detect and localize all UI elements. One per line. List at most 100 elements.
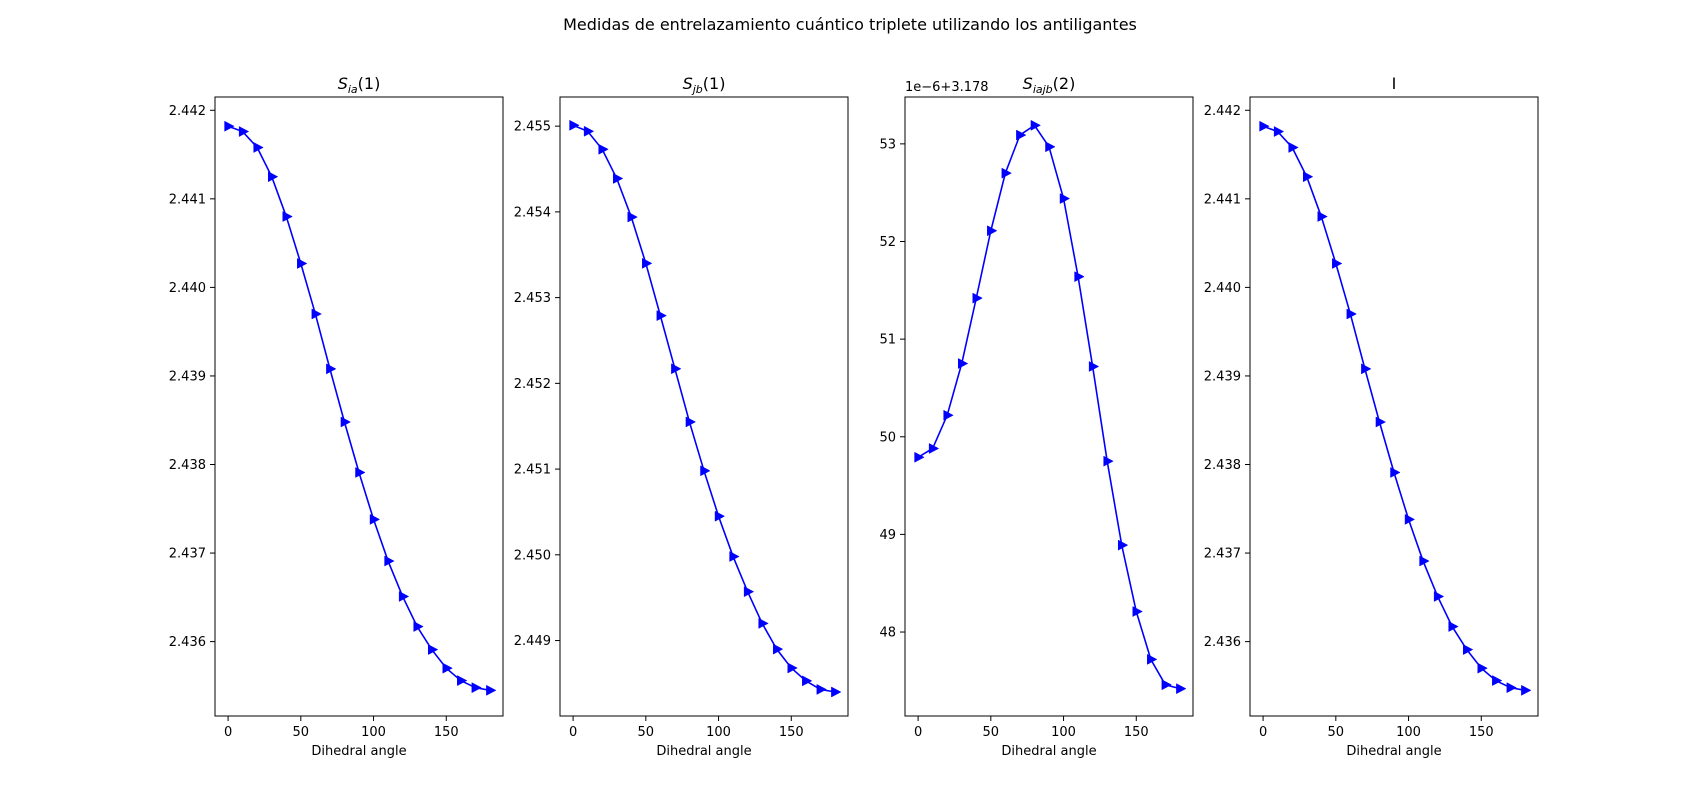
y-tick-label: 2.441 xyxy=(169,192,206,207)
y-tick-label: 2.442 xyxy=(1204,104,1241,119)
data-point-marker xyxy=(802,675,813,687)
x-tick-label: 50 xyxy=(293,725,310,740)
data-point-marker xyxy=(369,513,381,525)
data-point-marker xyxy=(1288,142,1299,153)
y-tick-label: 2.436 xyxy=(1204,635,1241,650)
y-tick-label: 2.453 xyxy=(514,291,551,306)
data-point-marker xyxy=(1001,167,1012,179)
data-point-marker xyxy=(282,211,293,222)
data-point-marker xyxy=(1390,467,1401,478)
series-line xyxy=(572,124,836,693)
data-point-marker xyxy=(457,675,468,686)
data-point-marker xyxy=(355,467,366,478)
data-point-marker xyxy=(486,684,497,696)
data-point-marker xyxy=(1259,120,1270,132)
subplot-4: 0 50 100 150 2.436 2.437 2.438 2.439 2.440 2.441 2… xyxy=(1204,74,1539,759)
subplot-2: 0 50 100 150 2.449 2.450 2.451 2.452 2.453 2.454 2… xyxy=(514,74,849,759)
y-tick-label: 49 xyxy=(879,528,896,543)
y-tick-label: 51 xyxy=(879,333,896,348)
data-point-marker xyxy=(1103,455,1114,467)
x-axis-label: Dihedral angle xyxy=(1346,744,1441,759)
axes-frame xyxy=(559,96,849,717)
x-tick-label: 0 xyxy=(569,725,577,740)
title-suffix: (2) xyxy=(1053,74,1076,93)
x-tick-label: 100 xyxy=(706,725,731,740)
data-point-marker xyxy=(1147,653,1158,665)
x-tick-label: 0 xyxy=(224,725,232,740)
y-tick-label: 2.442 xyxy=(169,104,206,119)
title-suffix: (1) xyxy=(358,74,381,93)
data-point-marker xyxy=(1317,211,1328,222)
data-point-marker xyxy=(1074,271,1085,283)
data-point-marker xyxy=(1419,555,1430,567)
data-point-marker xyxy=(1016,129,1027,141)
y-tick-label: 2.437 xyxy=(169,547,206,562)
data-point-marker xyxy=(583,125,595,137)
title-main: I xyxy=(1392,74,1397,93)
data-point-marker xyxy=(1332,258,1343,269)
x-axis-label: Dihedral angle xyxy=(311,744,406,759)
title-subscript: jb xyxy=(691,83,703,96)
x-tick-label: 50 xyxy=(1328,725,1345,740)
data-point-marker xyxy=(238,126,250,137)
title-main: S xyxy=(338,74,348,93)
x-tick-label: 150 xyxy=(1124,725,1149,740)
y-tick-label: 48 xyxy=(879,626,896,641)
y-tick-label: 2.441 xyxy=(1204,192,1241,207)
data-point-marker xyxy=(267,171,279,183)
data-point-marker xyxy=(326,363,337,375)
data-point-marker xyxy=(816,684,827,695)
data-point-marker xyxy=(442,662,453,674)
axes-frame xyxy=(1249,96,1539,717)
data-point-marker xyxy=(787,662,798,674)
data-point-marker xyxy=(627,211,638,223)
x-tick-label: 150 xyxy=(434,725,459,740)
data-point-marker xyxy=(253,142,264,153)
data-point-marker xyxy=(1117,539,1129,551)
y-tick-label: 2.438 xyxy=(1204,458,1241,473)
data-point-marker xyxy=(598,143,609,155)
y-tick-label: 2.440 xyxy=(1204,281,1241,296)
data-point-marker xyxy=(1088,361,1100,372)
data-point-marker xyxy=(1302,171,1314,183)
x-axis-label: Dihedral angle xyxy=(656,744,751,759)
subplot-title: I xyxy=(1392,74,1397,93)
data-point-marker xyxy=(943,409,954,421)
y-tick-label: 2.451 xyxy=(514,463,551,478)
y-tick-label: 52 xyxy=(879,235,896,250)
data-point-marker xyxy=(1132,606,1143,617)
data-point-marker xyxy=(1176,683,1187,695)
data-point-marker xyxy=(1346,308,1357,320)
data-point-marker xyxy=(1492,675,1503,686)
data-point-marker xyxy=(700,465,711,477)
data-point-marker xyxy=(1045,141,1056,153)
data-point-marker xyxy=(1433,591,1445,602)
y-tick-label: 2.452 xyxy=(514,377,551,392)
y-tick-label: 2.449 xyxy=(514,634,551,649)
data-point-marker xyxy=(398,591,410,602)
data-point-marker xyxy=(612,173,624,184)
y-tick-label: 2.455 xyxy=(514,120,551,135)
data-point-marker xyxy=(1030,119,1041,131)
x-tick-label: 50 xyxy=(983,725,1000,740)
series-line xyxy=(227,125,491,692)
y-tick-label: 2.454 xyxy=(514,205,551,220)
y-tick-label: 2.440 xyxy=(169,281,206,296)
data-point-marker xyxy=(656,310,667,322)
x-tick-label: 150 xyxy=(779,725,804,740)
series-line xyxy=(1262,125,1526,692)
data-point-marker xyxy=(1521,684,1532,696)
data-point-marker xyxy=(1273,126,1285,137)
data-point-marker xyxy=(297,258,308,269)
axis-offset-label: 1e−6+3.178 xyxy=(905,80,989,95)
data-point-marker xyxy=(1448,621,1459,632)
data-point-marker xyxy=(224,120,235,132)
x-tick-label: 150 xyxy=(1469,725,1494,740)
data-point-marker xyxy=(1506,682,1517,694)
title-main: S xyxy=(1023,74,1033,93)
data-point-marker xyxy=(831,686,842,698)
y-tick-label: 2.439 xyxy=(1204,369,1241,384)
y-tick-label: 2.436 xyxy=(169,635,206,650)
subplot-title: Siajb(2) xyxy=(1023,74,1076,96)
